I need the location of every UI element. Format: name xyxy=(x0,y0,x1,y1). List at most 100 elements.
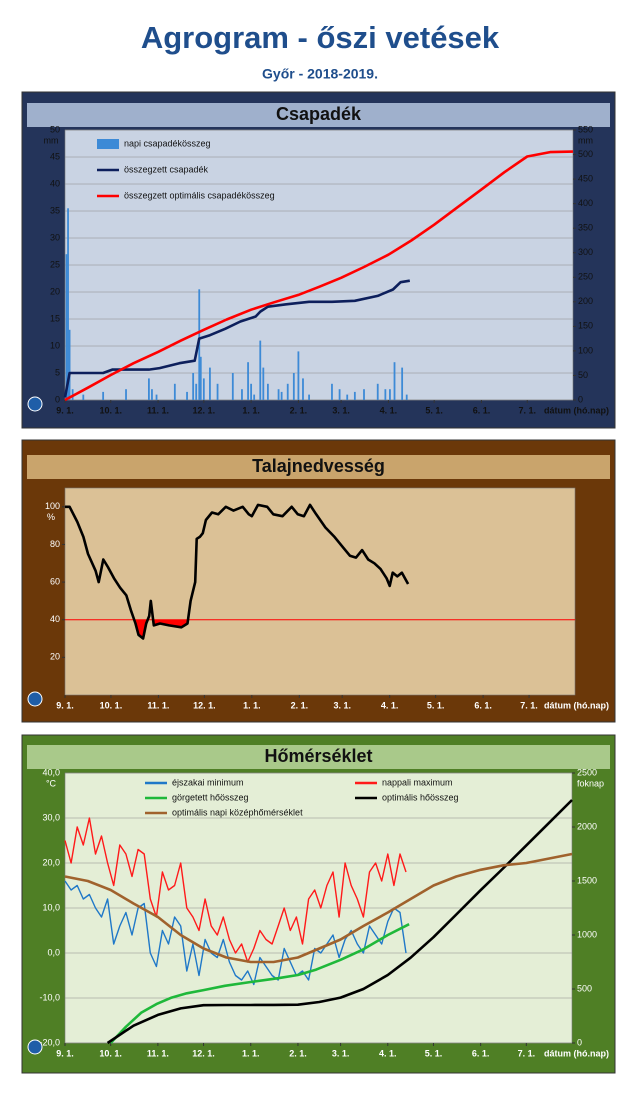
bar xyxy=(125,389,127,400)
y2-tick-label: 100 xyxy=(578,345,593,355)
y2-tick-label: 2500 xyxy=(577,767,597,777)
y-tick-label: -10,0 xyxy=(39,992,60,1002)
bar xyxy=(253,394,256,400)
bar xyxy=(250,383,253,400)
y-tick-label: 5 xyxy=(55,367,60,377)
line xyxy=(64,150,574,402)
bar xyxy=(67,208,69,400)
bar xyxy=(202,378,205,400)
legend-label: összegzett csapadék xyxy=(124,164,209,174)
x-tick-label: 11. 1. xyxy=(147,405,169,415)
y-axis-label: % xyxy=(47,512,55,522)
bar xyxy=(241,389,243,400)
legend-label: összegzett optimális csapadékösszeg xyxy=(124,190,275,200)
legend-label: görgetett hőösszeg xyxy=(172,792,249,802)
bar xyxy=(331,383,333,400)
legend-label: napi csapadékösszeg xyxy=(124,138,211,148)
bar xyxy=(155,394,158,400)
x-tick-label: 5. 1. xyxy=(425,405,443,415)
y2-tick-label: 450 xyxy=(578,173,593,183)
bar xyxy=(384,389,387,400)
bar xyxy=(338,389,341,400)
y-tick-label: 50 xyxy=(50,124,60,134)
bar xyxy=(393,362,396,400)
x-tick-label: 5. 1. xyxy=(425,1048,443,1058)
y-tick-label: 35 xyxy=(50,205,60,215)
y2-tick-label: 1500 xyxy=(577,875,597,885)
x-tick-label: 4. 1. xyxy=(380,405,398,415)
y-axis-label: °C xyxy=(46,778,57,788)
y2-tick-label: 50 xyxy=(578,370,588,380)
bar xyxy=(353,391,356,400)
y2-tick-label: 1000 xyxy=(577,929,597,939)
line xyxy=(64,817,407,963)
bar xyxy=(259,340,262,400)
bar xyxy=(65,254,68,400)
page-title: Agrogram - őszi vetések xyxy=(141,20,500,55)
y2-tick-label: 0 xyxy=(578,394,583,404)
x-tick-label: 10. 1. xyxy=(100,700,123,710)
x-tick-label: 6. 1. xyxy=(472,1048,490,1058)
x-tick-label: 6. 1. xyxy=(473,405,491,415)
y-axis-label: mm xyxy=(44,135,59,145)
legend-label: optimális napi középhőmérséklet xyxy=(172,807,303,817)
panel-title: Talajnedvesség xyxy=(252,456,385,476)
bar xyxy=(292,373,295,400)
x-tick-label: 12. 1. xyxy=(193,700,216,710)
panel-title-band xyxy=(27,455,610,479)
x-axis-label: dátum (hó.nap) xyxy=(544,1048,609,1058)
bar xyxy=(280,391,283,400)
y-tick-label: 20 xyxy=(50,286,60,296)
legend-label: éjszakai minimum xyxy=(172,777,244,787)
x-tick-label: 3. 1. xyxy=(333,700,351,710)
bar xyxy=(277,389,280,400)
y-tick-label: 0,0 xyxy=(47,947,60,957)
bar xyxy=(363,389,365,400)
logo xyxy=(27,396,43,412)
legend-label: optimális hőösszeg xyxy=(382,792,459,802)
bar xyxy=(192,373,195,400)
y-tick-label: 20 xyxy=(50,652,60,662)
x-tick-label: 9. 1. xyxy=(56,405,74,415)
line xyxy=(106,799,573,1045)
y2-tick-label: 550 xyxy=(578,124,593,134)
page-subtitle: Győr - 2018-2019. xyxy=(262,66,378,82)
bar xyxy=(195,383,198,400)
bar xyxy=(389,389,391,400)
x-tick-label: 10. 1. xyxy=(100,405,123,415)
x-tick-label: 6. 1. xyxy=(474,700,492,710)
x-tick-label: 12. 1. xyxy=(193,405,216,415)
y2-tick-label: 500 xyxy=(577,983,592,993)
y-tick-label: 25 xyxy=(50,259,60,269)
bar xyxy=(68,329,71,400)
deficit-area xyxy=(134,619,189,639)
y-tick-label: 15 xyxy=(50,313,60,323)
x-tick-label: 12. 1. xyxy=(192,1048,215,1058)
bar xyxy=(266,383,269,400)
y2-tick-label: 350 xyxy=(578,223,593,233)
panel-title: Csapadék xyxy=(276,104,362,124)
bar xyxy=(151,389,153,400)
y2-tick-label: 0 xyxy=(577,1037,582,1047)
line xyxy=(63,279,411,398)
line xyxy=(65,503,410,640)
logo xyxy=(27,1039,43,1055)
x-tick-label: 2. 1. xyxy=(289,1048,307,1058)
bar xyxy=(302,378,304,400)
y-tick-label: 20,0 xyxy=(42,857,60,867)
y2-tick-label: 500 xyxy=(578,149,593,159)
bar xyxy=(82,394,85,400)
logo xyxy=(27,691,43,707)
x-tick-label: 7. 1. xyxy=(518,1048,536,1058)
plot-area xyxy=(64,487,576,696)
bar xyxy=(199,356,202,400)
bar xyxy=(102,391,105,400)
line xyxy=(64,852,573,964)
bar xyxy=(286,383,289,400)
x-tick-label: 2. 1. xyxy=(291,700,309,710)
x-tick-label: 4. 1. xyxy=(381,700,399,710)
x-tick-label: 9. 1. xyxy=(56,700,74,710)
panel-title: Hőmérséklet xyxy=(264,746,372,766)
x-axis-label: dátum (hó.nap) xyxy=(544,405,609,415)
